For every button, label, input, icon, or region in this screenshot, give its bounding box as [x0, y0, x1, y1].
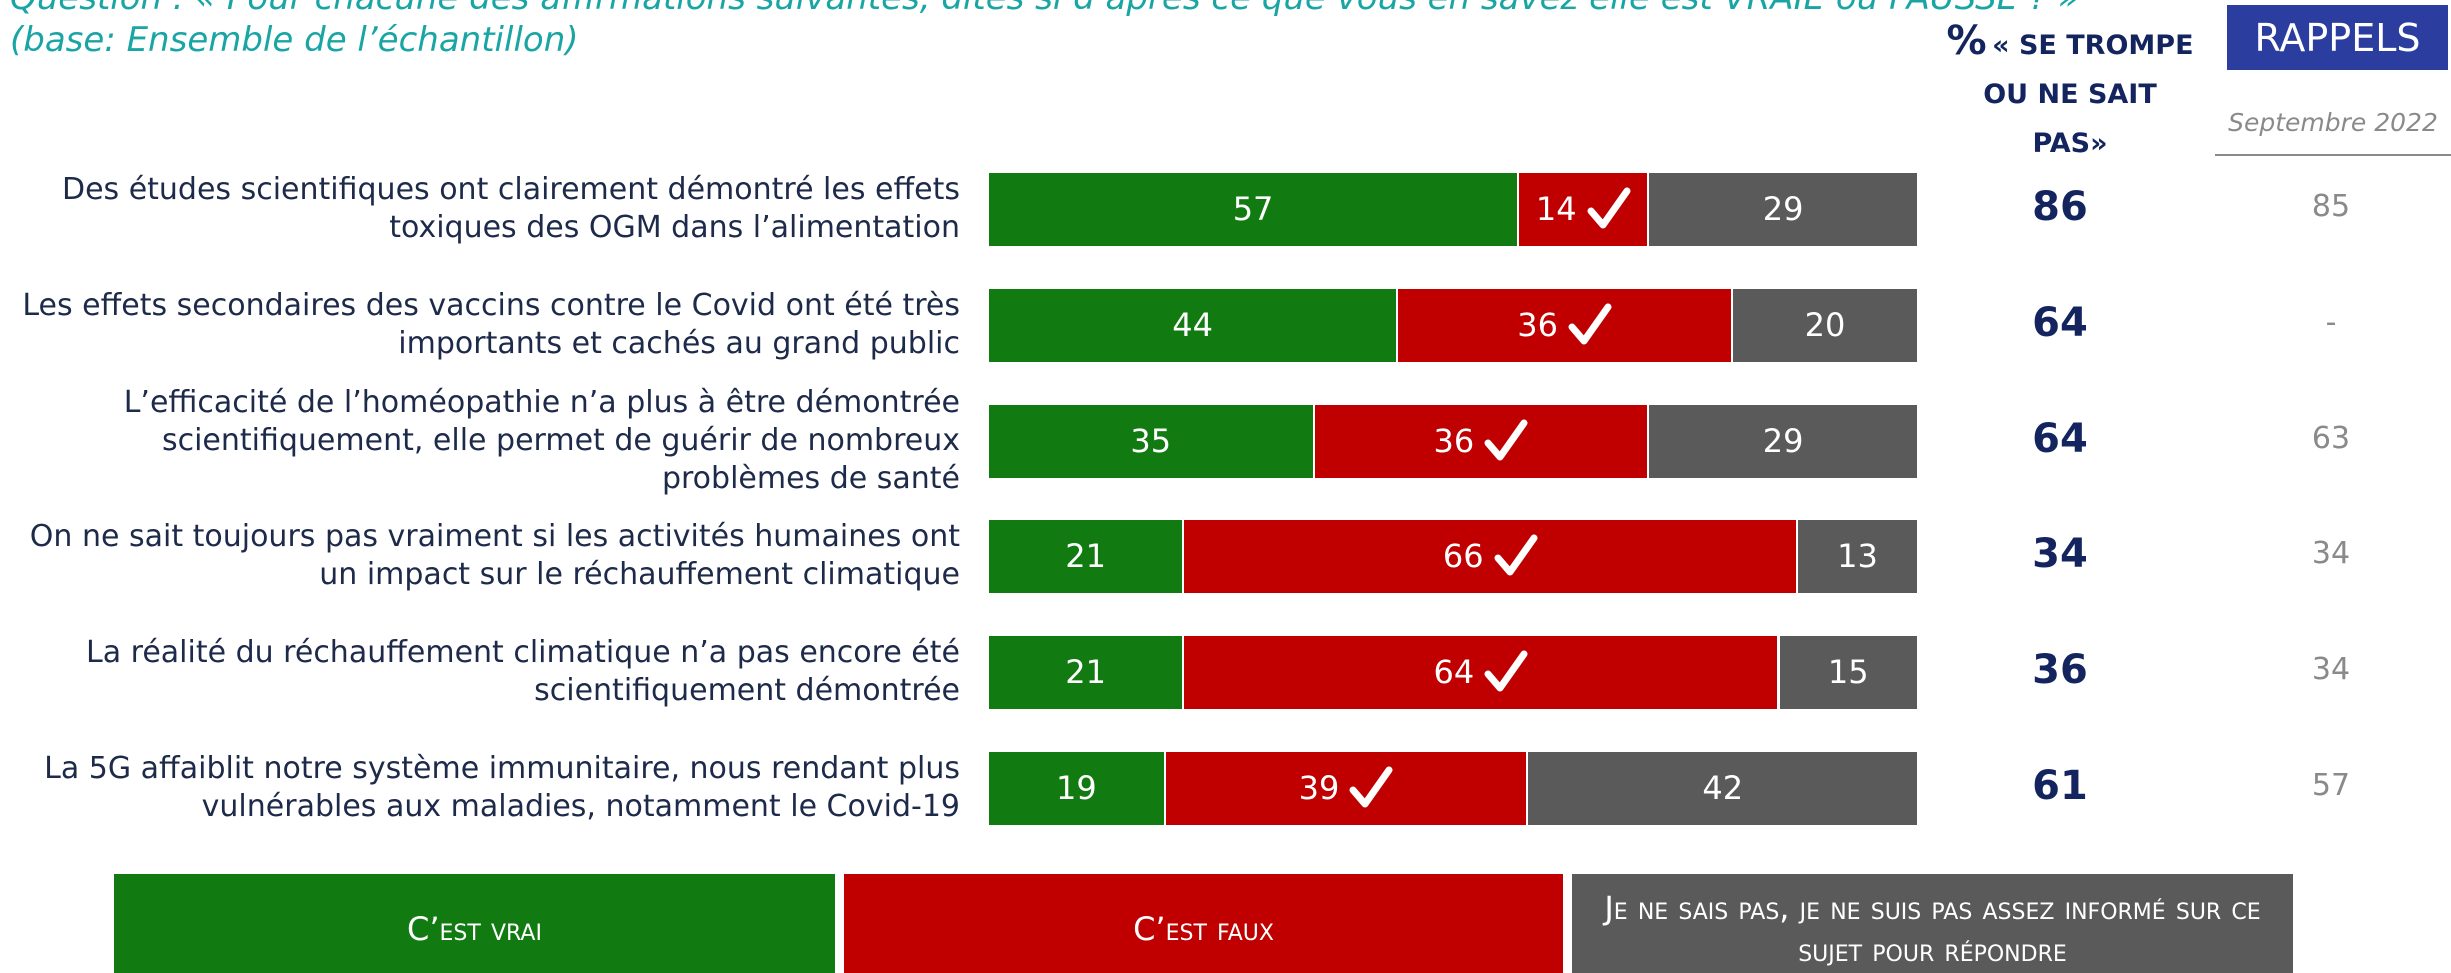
bar-segment: 19: [989, 751, 1166, 825]
bar-segment: 66: [1184, 519, 1799, 593]
bar-value-label: 21: [1065, 653, 1106, 691]
error-rate: 61: [2032, 763, 2088, 809]
recall-date: Septembre 2022: [2228, 108, 2438, 137]
bar-segment: 39: [1165, 751, 1529, 825]
bar-segment: 44: [989, 288, 1399, 362]
legend-entry: Je ne sais pas, je ne suis pas assez inf…: [1572, 874, 2293, 973]
bar-value-label: 29: [1762, 190, 1804, 228]
check-icon: [1484, 650, 1528, 692]
error-rate: 64: [2032, 416, 2088, 462]
bar-segment: 20: [1733, 288, 1919, 362]
bar-segment: 29: [1649, 172, 1919, 246]
bar-value-label: 57: [1232, 190, 1274, 228]
bar-value-label: 64: [1433, 653, 1475, 691]
bar-value-label: 35: [1130, 422, 1172, 460]
bar-value-label: 29: [1762, 422, 1804, 460]
recall-value: 34: [2311, 652, 2351, 687]
recall-header: RAPPELS: [2227, 5, 2448, 70]
bar-value-label: 42: [1702, 769, 1744, 807]
bar-segment: 57: [989, 172, 1520, 246]
bar-segment: 15: [1779, 635, 1919, 709]
recall-rule: [2215, 154, 2451, 156]
error-rate: 34: [2032, 531, 2088, 577]
bar-segment: 36: [1314, 404, 1650, 478]
bar-value-label: 66: [1442, 537, 1484, 575]
bar-value-label: 15: [1827, 653, 1869, 691]
check-icon: [1587, 187, 1631, 229]
category-label: Des études scientifiques ont clairement …: [61, 172, 960, 245]
category-label: Les effets secondaires des vaccins contr…: [22, 288, 960, 361]
bar-value-label: 39: [1298, 769, 1340, 807]
bar-segment: 64: [1184, 635, 1780, 709]
bar-value-label: 36: [1517, 306, 1558, 344]
legend-entry: C’est faux: [844, 874, 1563, 973]
recall-value: 57: [2311, 768, 2351, 803]
recall-value: 63: [2311, 421, 2351, 456]
column-header: % « SE TROMPE OU NE SAIT PAS»: [1945, 18, 2195, 170]
check-icon: [1494, 534, 1538, 576]
bar-value-label: 44: [1172, 306, 1213, 344]
error-rate: 86: [2032, 184, 2088, 230]
bar-value-label: 20: [1804, 306, 1846, 344]
error-rate: 36: [2032, 647, 2088, 693]
check-icon: [1568, 303, 1612, 345]
bar-value-label: 36: [1433, 422, 1475, 460]
bar-segment: 36: [1398, 288, 1733, 362]
bar-segment: 21: [989, 635, 1185, 709]
bar-segment: 42: [1528, 751, 1919, 825]
bar-value-label: 13: [1837, 537, 1878, 575]
category-label: L’efficacité de l’homéopathie n’a plus à…: [123, 385, 960, 496]
bar-value-label: 14: [1535, 190, 1577, 228]
question: Question : « Pour chacune des affirmatio…: [10, 0, 2079, 18]
bar-segment: 29: [1649, 404, 1919, 478]
recall-value: -: [2325, 305, 2337, 340]
legend-entry: C’est vrai: [114, 874, 835, 973]
bar-segment: 14: [1519, 172, 1650, 246]
column-title: « SE TROMPE OU NE SAIT PAS»: [1983, 30, 2194, 159]
check-icon: [1484, 419, 1528, 461]
category-label: La 5G affaiblit notre système immunitair…: [44, 751, 960, 824]
recall-value: 85: [2311, 189, 2351, 224]
recall-value: 34: [2311, 536, 2351, 571]
category-label: On ne sait toujours pas vraiment si les …: [29, 519, 960, 592]
bar-segment: 13: [1798, 519, 1919, 593]
percent-sign: %: [1946, 18, 1987, 64]
bar-value-label: 21: [1065, 537, 1106, 575]
bar-segment: 21: [989, 519, 1185, 593]
base: (base: Ensemble de l’échantillon): [10, 20, 579, 60]
bar-value-label: 19: [1055, 769, 1097, 807]
category-label: La réalité du réchauffement climatique n…: [86, 635, 960, 708]
check-icon: [1349, 766, 1393, 808]
bar-segment: 35: [989, 404, 1315, 478]
error-rate: 64: [2032, 300, 2088, 346]
